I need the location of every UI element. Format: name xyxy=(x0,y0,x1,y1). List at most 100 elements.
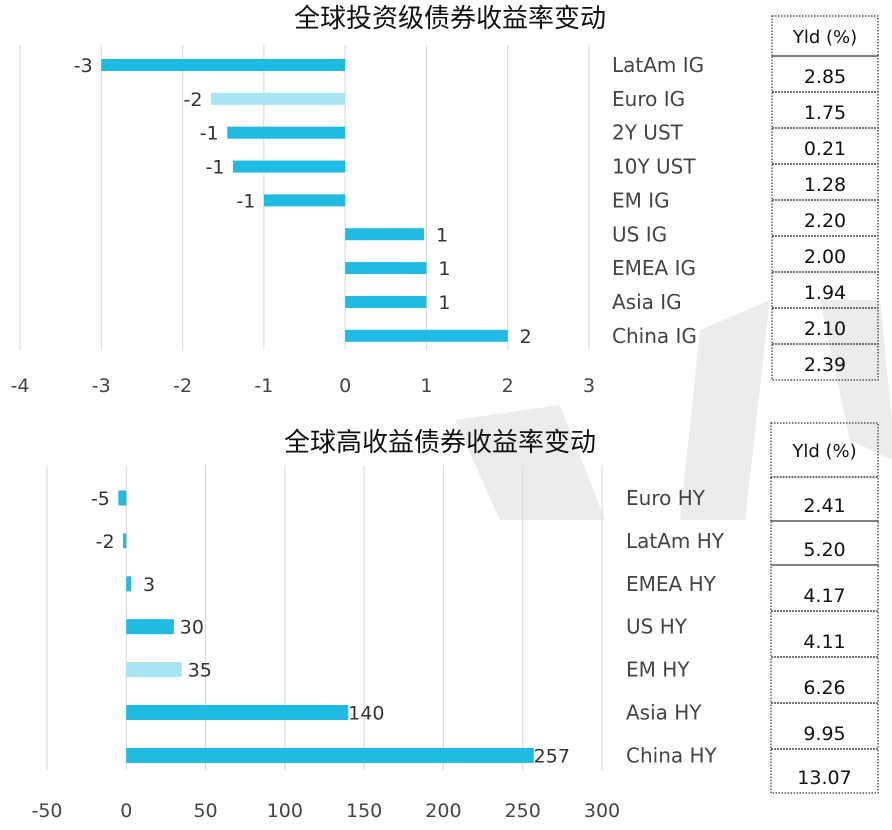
yield-table: Yld (%) 2.41 5.20 4.17 4.11 6.26 9.95 13.07 xyxy=(770,422,879,794)
yield-cell xyxy=(771,163,879,201)
bar xyxy=(118,490,127,506)
yield-cell xyxy=(771,55,879,93)
category-label: China HY xyxy=(626,743,718,767)
watermark-stroke-3 xyxy=(820,300,892,460)
yield-table: Yld (%) 2.85 1.75 0.21 1.28 2.20 2.00 1.94 2.10 2… xyxy=(771,15,879,381)
yield-value: 2.39 xyxy=(804,354,846,376)
watermark-stroke-1 xyxy=(455,405,605,520)
yield-cell xyxy=(771,307,879,345)
category-label: LatAm IG xyxy=(612,53,704,77)
bar xyxy=(232,160,346,173)
bar xyxy=(263,194,346,207)
x-tick-label: 0 xyxy=(120,800,132,822)
bar xyxy=(345,262,427,275)
category-label: EMEA HY xyxy=(626,572,717,596)
x-tick-label: 3 xyxy=(583,375,595,397)
x-tick-label: 100 xyxy=(267,800,303,822)
bar xyxy=(123,533,127,549)
x-tick-label: -50 xyxy=(31,800,62,822)
bar xyxy=(126,747,534,763)
data-label: 1 xyxy=(436,224,448,246)
category-label: Asia HY xyxy=(626,701,702,725)
hy-yield-change-chart: 全球高收益债券收益率变动 -5 -2 3 30 35 140 257 -50 0 50 100 15… xyxy=(31,422,879,822)
yield-cell xyxy=(770,702,879,750)
yield-value: 2.00 xyxy=(804,246,846,268)
chart-title: 全球高收益债券收益率变动 xyxy=(284,428,596,458)
yield-header-cell xyxy=(770,422,879,478)
bar xyxy=(126,662,182,678)
category-label: Euro IG xyxy=(612,87,685,111)
yield-cell xyxy=(770,610,879,658)
category-label: 10Y UST xyxy=(612,155,696,179)
yield-value: 0.21 xyxy=(804,138,846,160)
yield-value: 1.75 xyxy=(804,102,846,124)
category-label: US IG xyxy=(612,222,667,246)
x-tick-label: 150 xyxy=(346,800,382,822)
data-label: 2 xyxy=(520,326,532,348)
yield-header-cell xyxy=(771,15,879,57)
yield-value: 1.28 xyxy=(804,174,846,196)
yield-cell xyxy=(770,520,879,566)
yield-value: 2.10 xyxy=(804,318,846,340)
yield-value: 2.20 xyxy=(804,210,846,232)
x-tick-label: 50 xyxy=(193,800,217,822)
yield-cell xyxy=(771,127,879,165)
ig-yield-change-chart: 全球投资级债券收益率变动 -3 -2 -1 -1 -1 1 1 1 2 -4 -3 -2 -1 0 1 2 3… xyxy=(11,4,879,397)
data-label: -1 xyxy=(205,157,224,179)
yield-cell xyxy=(770,476,879,522)
bar xyxy=(345,295,427,308)
x-tick-label: -3 xyxy=(92,375,111,397)
yield-cell xyxy=(771,235,879,273)
yield-cell xyxy=(770,656,879,704)
data-label: -3 xyxy=(74,55,93,77)
yield-value: 4.17 xyxy=(803,585,845,607)
data-label: -1 xyxy=(236,190,255,212)
bar xyxy=(211,92,346,105)
yield-cell xyxy=(771,271,879,309)
x-tick-label: 1 xyxy=(420,375,432,397)
yield-value: 9.95 xyxy=(803,723,845,745)
yield-value: 1.94 xyxy=(804,282,846,304)
data-label: -5 xyxy=(91,488,110,510)
x-tick-label: 200 xyxy=(425,800,461,822)
bar xyxy=(101,59,346,71)
bar xyxy=(227,126,346,139)
x-tick-label: 250 xyxy=(505,800,541,822)
category-label: Euro HY xyxy=(626,486,706,510)
data-label: 1 xyxy=(438,258,450,280)
category-label: US HY xyxy=(626,615,688,639)
data-label: 1 xyxy=(438,292,450,314)
x-tick-label: -4 xyxy=(11,375,30,397)
data-label: -2 xyxy=(96,531,115,553)
yield-cell xyxy=(771,91,879,129)
yield-value: 13.07 xyxy=(797,767,851,789)
data-label: 35 xyxy=(188,660,212,682)
yield-cell xyxy=(770,748,879,794)
yield-header: Yld (%) xyxy=(792,27,857,48)
bar xyxy=(126,576,132,592)
data-label: 140 xyxy=(348,703,384,725)
category-label: Asia IG xyxy=(612,290,682,314)
x-tick-label: 2 xyxy=(502,375,514,397)
x-tick-label: -2 xyxy=(173,375,192,397)
data-label: 257 xyxy=(534,745,570,767)
category-label: EM HY xyxy=(626,658,690,682)
yield-value: 2.41 xyxy=(803,495,845,517)
chart-title: 全球投资级债券收益率变动 xyxy=(294,4,606,34)
yield-cell xyxy=(770,564,879,612)
data-label: 3 xyxy=(143,574,155,596)
data-label: 30 xyxy=(180,617,204,639)
yield-value: 6.26 xyxy=(803,677,845,699)
x-tick-label: 300 xyxy=(584,800,620,822)
data-label: -1 xyxy=(200,123,219,145)
data-label: -2 xyxy=(184,89,203,111)
bar xyxy=(126,705,349,720)
yield-header: Yld (%) xyxy=(791,441,856,462)
category-label: EMEA IG xyxy=(612,256,696,280)
yield-value: 2.85 xyxy=(804,66,846,88)
category-label: LatAm HY xyxy=(626,529,725,553)
watermark-stroke-2 xyxy=(680,300,770,520)
yield-cell xyxy=(771,343,879,381)
category-label: China IG xyxy=(612,324,697,348)
